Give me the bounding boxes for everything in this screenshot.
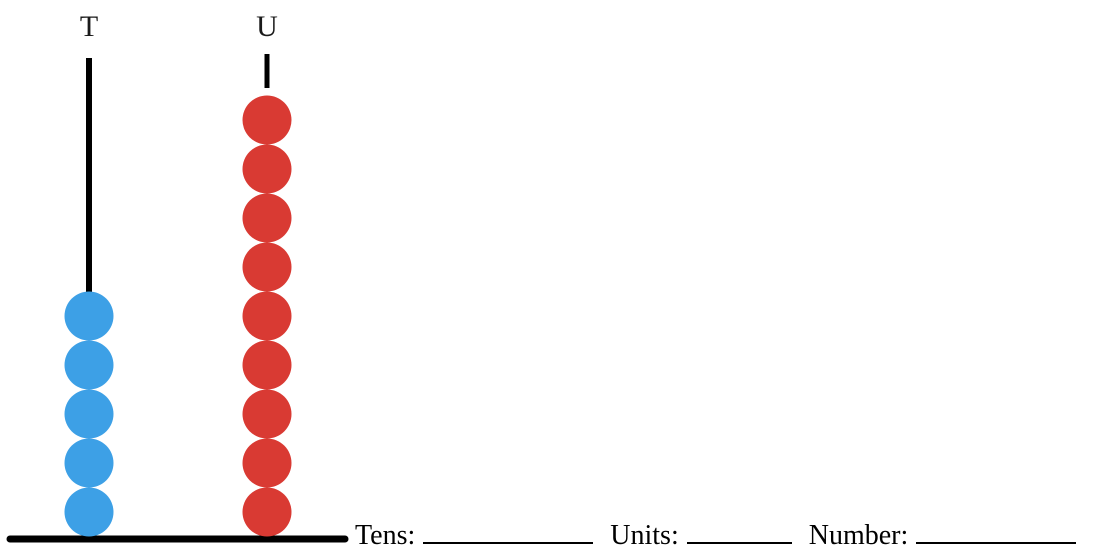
abacus: T U xyxy=(6,10,349,543)
bead-units xyxy=(242,291,292,341)
bead-tens xyxy=(64,487,114,537)
bead-units xyxy=(242,340,292,390)
worksheet-answer-line: Tens: Units: Number: xyxy=(355,516,1086,556)
beads-tens xyxy=(64,291,114,537)
bead-units xyxy=(242,389,292,439)
bead-units xyxy=(242,144,292,194)
units-label: Units: xyxy=(610,520,679,551)
bead-units xyxy=(242,193,292,243)
bead-tens xyxy=(64,340,114,390)
number-answer-blank[interactable] xyxy=(916,516,1077,544)
tens-answer-blank[interactable] xyxy=(423,516,594,544)
bead-units xyxy=(242,95,292,145)
rod-label-tens: T xyxy=(80,10,98,43)
bead-tens xyxy=(64,291,114,341)
tens-label: Tens: xyxy=(355,520,416,551)
bead-units xyxy=(242,438,292,488)
number-label: Number: xyxy=(808,520,909,551)
bead-tens xyxy=(64,389,114,439)
rod-label-units: U xyxy=(256,10,278,43)
beads-units xyxy=(242,95,292,537)
bead-units xyxy=(242,487,292,537)
bead-units xyxy=(242,242,292,292)
units-answer-blank[interactable] xyxy=(686,516,792,544)
bead-tens xyxy=(64,438,114,488)
